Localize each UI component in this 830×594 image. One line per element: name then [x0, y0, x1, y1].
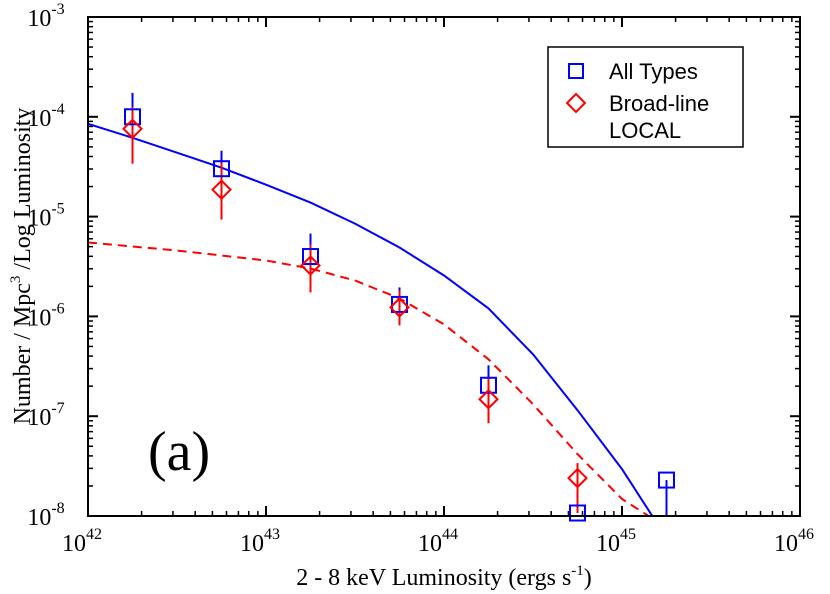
- error-bars: [131, 92, 668, 516]
- x-axis-title: 2 - 8 keV Luminosity (ergs s-1): [296, 563, 592, 591]
- legend-local: LOCAL: [609, 118, 681, 143]
- local-fit-curve: [88, 241, 650, 516]
- x-tick-label: 1043: [240, 526, 280, 557]
- x-tick-label: 1042: [62, 526, 102, 557]
- y-tick-label: 10-5: [27, 201, 64, 232]
- y-tick-labels: 10-8 10-7 10-6 10-5 10-4 10-3: [27, 1, 64, 531]
- all-types-marker: [658, 471, 675, 489]
- all-types-marker: [302, 248, 319, 266]
- panel-label: (a): [148, 421, 210, 483]
- y-tick-label: 10-3: [27, 1, 64, 32]
- broad-line-marker: [300, 255, 321, 276]
- all-types-fit-curve: [88, 122, 654, 516]
- broad-line-marker: [122, 118, 143, 140]
- broad-line-marker: [478, 388, 499, 410]
- legend: All Types Broad-line LOCAL: [547, 46, 744, 148]
- x-tick-label: 1046: [774, 526, 814, 557]
- data-markers: [122, 108, 675, 522]
- y-tick-label: 10-7: [27, 400, 64, 431]
- broad-line-marker: [211, 179, 232, 201]
- broad-line-marker: [389, 297, 410, 318]
- y-tick-label: 10-6: [27, 300, 64, 331]
- y-axis-title: Number / Mpc3 /Log Luminosity: [8, 108, 36, 425]
- all-types-marker: [569, 504, 586, 522]
- x-tick-label: 1045: [596, 526, 636, 557]
- x-tick-labels: 1042 1043 1044 1045 1046: [62, 526, 814, 557]
- legend-broad-line: Broad-line: [609, 91, 709, 116]
- legend-square-marker: [568, 63, 584, 79]
- fit-curves: [88, 122, 654, 516]
- all-types-marker: [391, 295, 408, 313]
- broad-line-marker: [567, 467, 588, 489]
- x-tick-label: 1044: [418, 526, 458, 557]
- all-types-marker: [480, 376, 497, 394]
- legend-diamond-marker: [565, 92, 587, 114]
- plot-frame: [87, 16, 801, 517]
- all-types-marker: [124, 108, 141, 126]
- y-tick-label: 10-4: [27, 101, 64, 132]
- y-tick-label: 10-8: [27, 500, 64, 531]
- legend-all-types: All Types: [609, 59, 698, 84]
- all-types-marker: [213, 160, 230, 178]
